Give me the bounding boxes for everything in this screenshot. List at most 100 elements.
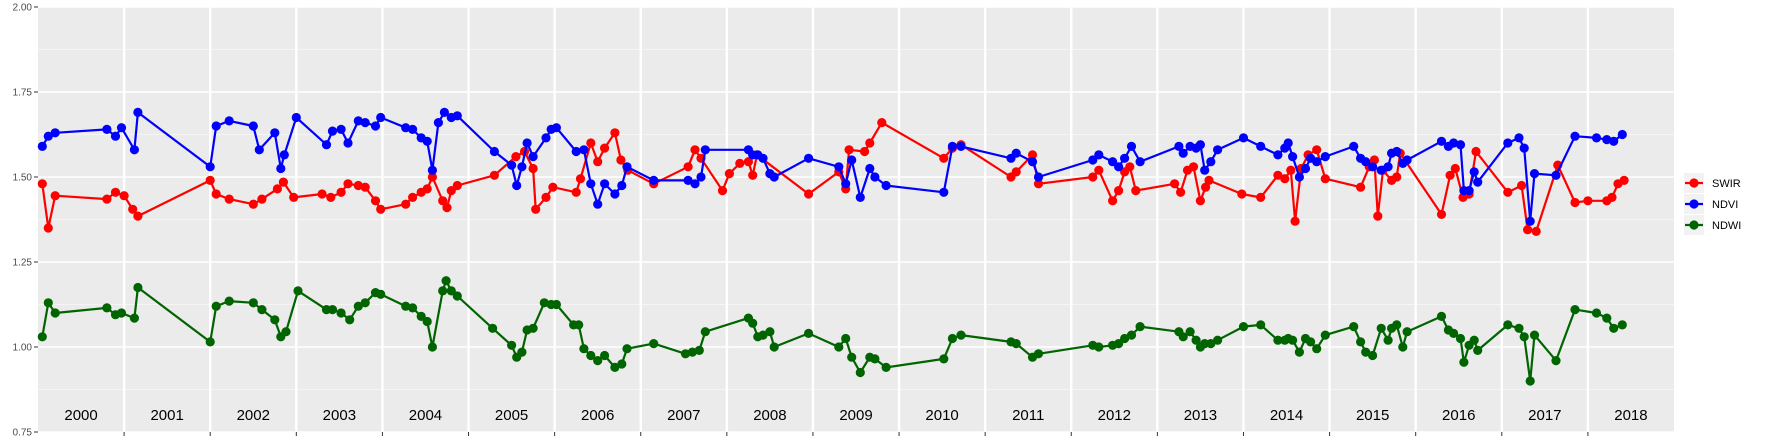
data-point	[439, 107, 449, 117]
data-point	[1464, 186, 1474, 196]
data-point	[860, 146, 870, 157]
data-point	[353, 180, 363, 191]
data-point	[844, 145, 854, 155]
data-point	[224, 194, 234, 204]
data-point	[1033, 349, 1044, 359]
data-point	[376, 112, 386, 123]
data-point	[1519, 143, 1529, 153]
data-point	[133, 282, 143, 293]
data-point	[336, 187, 346, 197]
year-label: 2007	[667, 407, 700, 424]
data-point	[1294, 172, 1304, 182]
data-point	[610, 362, 620, 372]
data-point	[1120, 153, 1130, 163]
data-point	[43, 131, 53, 141]
data-point	[1473, 345, 1483, 355]
data-point	[690, 179, 700, 189]
data-point	[408, 192, 418, 202]
data-point	[551, 299, 562, 310]
data-point	[522, 138, 532, 148]
data-point	[748, 170, 758, 180]
data-point	[593, 157, 603, 167]
data-point	[257, 305, 267, 315]
data-point	[1238, 322, 1249, 332]
data-point	[116, 308, 127, 318]
data-point	[1027, 150, 1038, 160]
data-point	[279, 150, 289, 160]
data-point	[343, 138, 353, 148]
data-point	[489, 170, 499, 180]
data-point	[427, 165, 437, 175]
data-point	[1204, 175, 1214, 185]
data-point	[133, 211, 143, 221]
data-point	[834, 162, 844, 172]
data-point	[376, 289, 386, 299]
year-label: 2018	[1614, 407, 1647, 424]
data-point	[1619, 175, 1629, 185]
legend-label: SWIR	[1712, 178, 1741, 190]
data-point	[1525, 216, 1535, 226]
data-point	[1320, 330, 1330, 340]
data-point	[649, 175, 659, 185]
data-point	[1471, 146, 1481, 157]
data-point	[1519, 332, 1529, 342]
data-point	[1126, 141, 1137, 151]
data-point	[326, 192, 336, 202]
data-point	[336, 124, 346, 134]
data-point	[1256, 141, 1266, 151]
data-point	[834, 342, 844, 352]
data-point	[617, 180, 627, 191]
data-point	[205, 175, 215, 185]
axes: 0.75 1.00 1.25 1.50 1.75 2.00 2000 2001 2002 2003…	[13, 3, 1648, 439]
data-point	[1114, 186, 1124, 196]
data-point	[1392, 172, 1402, 182]
data-point	[442, 203, 452, 213]
data-point	[489, 146, 499, 157]
data-point	[1201, 182, 1211, 192]
y-tick-label: 0.75	[13, 428, 33, 439]
data-point	[438, 196, 448, 206]
data-point	[1383, 162, 1393, 172]
data-point	[622, 344, 632, 354]
year-label: 2004	[409, 407, 442, 424]
data-point	[37, 141, 47, 151]
data-point	[370, 196, 381, 206]
data-point	[1361, 157, 1371, 167]
data-point	[1125, 162, 1135, 172]
data-point	[360, 182, 370, 192]
legend-label: NDVI	[1712, 199, 1738, 211]
series	[37, 107, 1629, 386]
data-point	[1436, 209, 1447, 219]
data-point	[1602, 135, 1612, 145]
data-point	[1473, 177, 1483, 187]
data-point	[50, 191, 60, 201]
data-point	[1320, 174, 1330, 184]
data-point	[1088, 172, 1098, 182]
data-point	[433, 118, 443, 128]
data-point	[116, 123, 127, 133]
data-point	[401, 301, 411, 311]
data-point	[1312, 145, 1322, 155]
data-point	[353, 116, 363, 126]
data-point	[600, 143, 610, 153]
data-point	[1531, 226, 1541, 236]
data-point	[446, 286, 456, 296]
year-label: 2013	[1184, 407, 1217, 424]
data-point	[50, 128, 60, 138]
data-point	[1361, 347, 1371, 357]
data-point	[1402, 155, 1412, 165]
data-point	[593, 356, 603, 366]
data-point	[1011, 339, 1021, 349]
year-label: 2017	[1528, 407, 1561, 424]
data-point	[276, 163, 286, 174]
data-point	[1237, 189, 1247, 199]
data-point	[1607, 192, 1617, 202]
data-point	[1200, 165, 1210, 175]
data-point	[321, 140, 332, 150]
data-point	[1273, 150, 1283, 160]
data-point	[593, 199, 603, 209]
data-point	[1376, 165, 1386, 175]
year-label: 2006	[581, 407, 614, 424]
data-point	[408, 303, 418, 313]
